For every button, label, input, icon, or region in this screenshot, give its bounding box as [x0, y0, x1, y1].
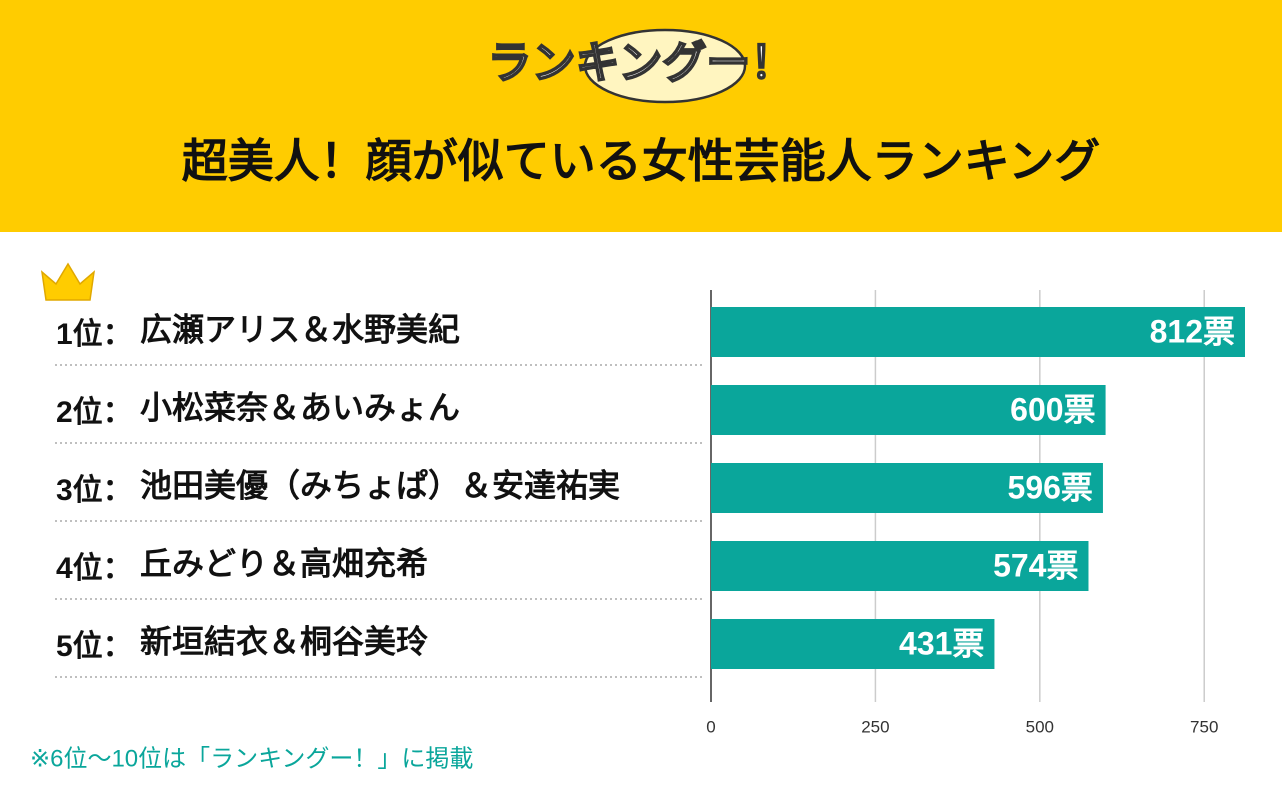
bar	[711, 619, 995, 669]
value-label: 431票	[899, 625, 984, 661]
bar	[711, 385, 1106, 435]
chart-title: 超美人！顔が似ている女性芸能人ランキング	[182, 135, 1101, 187]
crown-icon	[40, 262, 96, 301]
bar	[711, 307, 1245, 357]
category-label: 小松菜奈＆あいみょん	[140, 389, 460, 425]
x-tick-label: 500	[1026, 717, 1054, 736]
x-tick-label: 0	[706, 717, 715, 736]
value-label: 574票	[993, 547, 1078, 583]
logo: ランキングー！	[488, 39, 795, 88]
category-label: 新垣結衣＆桐谷美玲	[140, 623, 428, 659]
note: ※6位〜10位は「ランキングー！」に掲載	[30, 745, 473, 772]
rank-label: 3位：	[56, 473, 133, 507]
category-label: 広瀬アリス＆水野美紀	[140, 311, 460, 347]
rank-label: 1位：	[56, 317, 133, 351]
x-tick-label: 750	[1190, 717, 1218, 736]
category-label: 池田美優（みちょぱ）＆安達祐実	[140, 467, 620, 503]
x-tick-label: 250	[861, 717, 889, 736]
bar	[711, 463, 1103, 513]
value-label: 600票	[1010, 391, 1095, 427]
value-label: 596票	[1008, 469, 1093, 505]
rank-label: 4位：	[56, 551, 133, 585]
logo-bubble	[583, 28, 747, 104]
rank-label: 2位：	[56, 395, 133, 429]
rank-label: 5位：	[56, 629, 133, 663]
category-label: 丘みどり＆高畑充希	[140, 545, 428, 581]
value-label: 812票	[1150, 313, 1235, 349]
bar	[711, 541, 1089, 591]
